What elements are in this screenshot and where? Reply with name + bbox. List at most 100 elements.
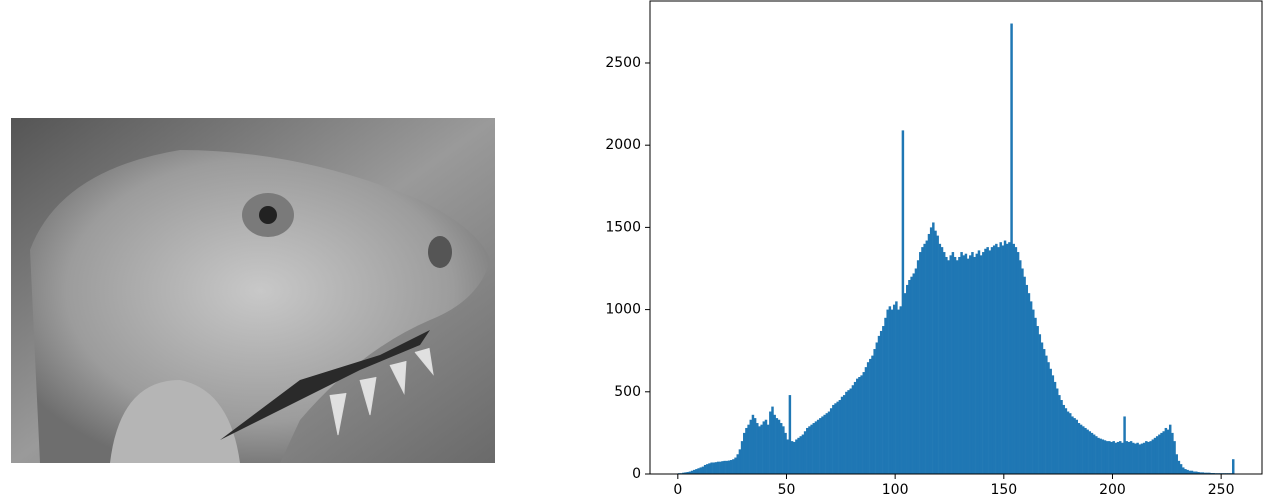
bar	[882, 326, 885, 474]
bar	[1051, 375, 1055, 474]
bar	[971, 252, 974, 474]
bar	[703, 464, 707, 474]
bar	[888, 306, 892, 474]
bar	[982, 252, 985, 474]
bar	[1012, 243, 1015, 474]
bar	[934, 230, 937, 474]
bar	[1082, 426, 1085, 474]
bar	[1073, 418, 1076, 474]
bar	[738, 449, 742, 474]
bar	[892, 304, 896, 474]
bar	[1147, 441, 1150, 474]
bar	[938, 243, 942, 474]
bar	[1184, 469, 1187, 474]
bar	[966, 258, 970, 474]
bar	[1153, 437, 1157, 474]
y-tick-label: 2500	[605, 55, 641, 71]
bar	[975, 253, 979, 474]
bar	[1058, 395, 1061, 474]
axes-frame	[649, 0, 1263, 475]
bar	[853, 381, 857, 474]
bar	[842, 395, 846, 474]
x-tick-label: 50	[778, 482, 796, 498]
bar	[1010, 23, 1013, 475]
bar	[688, 471, 692, 474]
bar	[1121, 442, 1124, 474]
bar	[988, 250, 992, 474]
y-tick-label: 2000	[605, 137, 641, 153]
bar	[847, 390, 850, 474]
bar	[819, 418, 822, 474]
bar	[1201, 472, 1205, 474]
bar	[725, 460, 729, 474]
bar	[1208, 472, 1211, 474]
bar	[827, 411, 831, 474]
bar	[1188, 470, 1192, 474]
bar	[1062, 404, 1065, 474]
bar	[764, 419, 768, 474]
bar	[782, 426, 785, 474]
bar	[845, 391, 848, 474]
bar	[914, 268, 918, 474]
bar	[716, 461, 720, 474]
bar	[699, 467, 703, 474]
x-tick-label: 100	[882, 482, 909, 498]
bar	[1016, 252, 1020, 474]
bar	[1132, 442, 1135, 474]
bar	[1158, 434, 1161, 474]
bar	[1060, 400, 1063, 474]
bar	[947, 260, 950, 474]
bar	[745, 427, 748, 474]
bar	[1127, 441, 1131, 474]
bar	[1155, 436, 1159, 474]
bar	[919, 252, 922, 474]
bar	[823, 414, 826, 474]
bar	[710, 462, 713, 474]
bar	[1162, 431, 1165, 474]
bar	[932, 222, 935, 474]
x-tick-label: 0	[673, 482, 682, 498]
bar	[849, 388, 852, 474]
bar	[964, 253, 968, 474]
bar	[1023, 276, 1026, 474]
bar	[877, 335, 881, 474]
bar	[897, 309, 900, 474]
bar	[851, 385, 855, 474]
bar	[1090, 432, 1094, 474]
bar	[1040, 342, 1044, 474]
bar	[958, 256, 961, 474]
bar	[788, 395, 792, 474]
bar	[858, 376, 861, 474]
bar	[832, 404, 835, 474]
bar	[773, 414, 776, 474]
bar	[706, 464, 709, 474]
bar	[949, 255, 952, 474]
bar	[753, 418, 757, 474]
bar	[801, 434, 805, 474]
bar	[903, 293, 907, 474]
bar	[1079, 424, 1083, 474]
bar	[690, 470, 694, 474]
bar	[1049, 368, 1052, 474]
bar	[886, 309, 889, 474]
bar	[777, 419, 781, 474]
bar	[977, 250, 981, 474]
bar	[727, 460, 731, 474]
bar	[708, 463, 711, 474]
bar	[990, 247, 994, 474]
bar	[916, 260, 920, 474]
bar	[969, 255, 972, 474]
bar	[1008, 242, 1011, 474]
bar	[1151, 439, 1155, 474]
bar	[956, 260, 959, 474]
x-tick-label: 250	[1208, 482, 1235, 498]
bar	[1190, 470, 1194, 474]
bar	[740, 441, 744, 474]
y-tick-label: 0	[632, 466, 641, 482]
bar	[1136, 442, 1139, 474]
bar	[1021, 268, 1024, 474]
bar	[1027, 293, 1031, 474]
bar	[1101, 439, 1105, 474]
